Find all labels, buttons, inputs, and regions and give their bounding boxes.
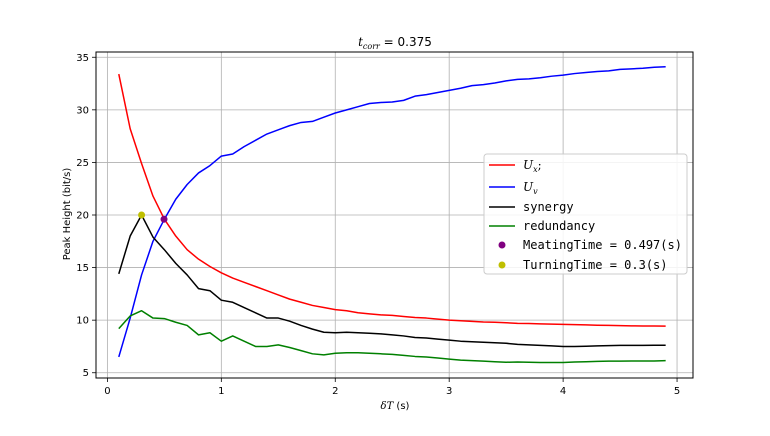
axis-ticks: 0 1 2 3 4 5 5 10 15 20 25 30 35 (76, 53, 680, 397)
legend: Ux; Uv synergy redundancy MeatingTime = … (483, 153, 688, 275)
x-tick-label: 1 (218, 386, 224, 397)
legend-label-ux-suffix: ; (538, 158, 542, 172)
series-line-synergy (118, 214, 666, 348)
y-tick-label: 15 (76, 263, 89, 274)
x-axis-label-unit: (s) (393, 401, 409, 412)
legend-label-uv: Uv (523, 180, 538, 196)
x-axis-label: δT (s) (381, 401, 410, 412)
y-tick-label: 25 (76, 158, 89, 169)
y-tick-label: 35 (76, 53, 89, 64)
legend-label-meeting: MeatingTime = 0.497(s) (523, 238, 682, 252)
chart-title-value: = 0.375 (380, 35, 432, 49)
series-line-uv (118, 65, 666, 358)
legend-marker-turning (498, 261, 506, 269)
legend-label-turning: TurningTime = 0.3(s) (523, 258, 668, 272)
series-line-ux (118, 73, 666, 327)
legend-label-ux-sub: x (533, 165, 538, 174)
chart-title-var: t (358, 35, 363, 49)
legend-box (483, 153, 688, 275)
legend-label-uv-sub: v (533, 187, 538, 196)
chart-title-sub: corr (363, 42, 381, 51)
y-axis-label: Peak Height (bit/s) (62, 168, 73, 261)
y-tick-label: 20 (76, 211, 89, 222)
y-tick-label: 10 (76, 316, 89, 327)
legend-label-synergy: synergy (523, 200, 574, 214)
y-tick-label: 5 (83, 368, 89, 379)
turning-time-point (138, 211, 146, 219)
legend-label-redundancy: redundancy (523, 219, 595, 233)
x-tick-label: 4 (560, 386, 566, 397)
x-tick-label: 2 (332, 386, 338, 397)
legend-marker-meeting (498, 241, 506, 249)
x-tick-label: 0 (104, 386, 110, 397)
series-lines (118, 65, 666, 364)
legend-label-uv-base: U (523, 180, 534, 194)
x-axis-label-var: δT (381, 401, 395, 412)
chart-title: tcorr = 0.375 (358, 35, 432, 51)
legend-label-ux: Ux; (523, 158, 542, 174)
legend-label-ux-base: U (523, 158, 534, 172)
x-tick-label: 5 (674, 386, 680, 397)
y-tick-label: 30 (76, 105, 89, 116)
x-tick-label: 3 (446, 386, 452, 397)
meeting-time-point (160, 215, 168, 223)
marker-points (138, 211, 168, 223)
series-line-redundancy (118, 309, 666, 364)
